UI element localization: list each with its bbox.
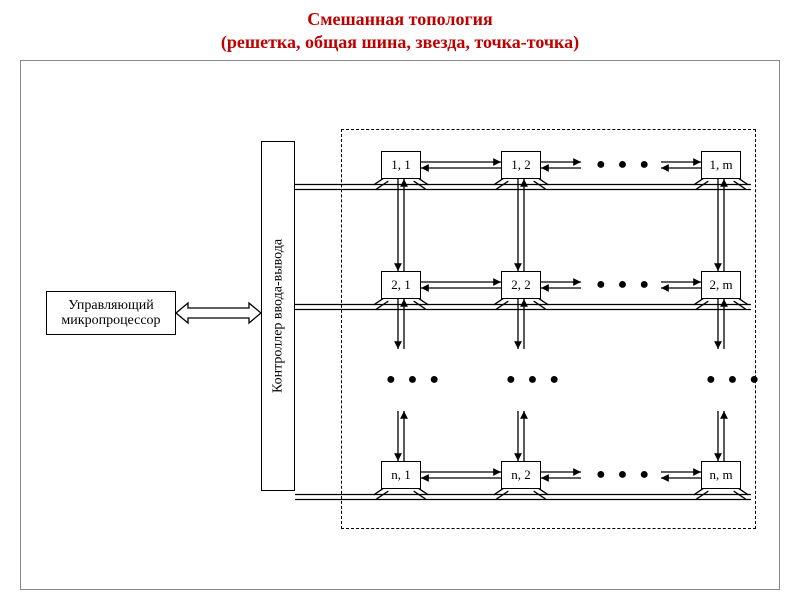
node-2-1: 2, 1 — [381, 271, 421, 299]
cpu-label: Управляющий микропроцессор — [61, 298, 160, 329]
node-2-m: 2, m — [701, 271, 741, 299]
io-label: Контроллер ввода-вывода — [270, 239, 285, 393]
node-label: 2, m — [709, 278, 732, 292]
node-n-2: n, 2 — [501, 461, 541, 489]
dots-row1: ● ● ● — [596, 156, 653, 174]
outer-frame: Управляющий микропроцессор Контроллер вв… — [20, 60, 780, 590]
node-label: n, 1 — [391, 468, 411, 482]
dots-col2: ● ● ● — [506, 371, 563, 389]
node-label: 2, 2 — [511, 278, 531, 292]
node-label: n, 2 — [511, 468, 531, 482]
title-line2: (решетка, общая шина, звезда, точка-точк… — [221, 32, 579, 52]
node-1-1: 1, 1 — [381, 151, 421, 179]
node-1-2: 1, 2 — [501, 151, 541, 179]
title-line1: Смешанная топология — [307, 9, 493, 29]
page-title: Смешанная топология (решетка, общая шина… — [0, 0, 800, 53]
node-label: 1, 1 — [391, 158, 411, 172]
node-label: 1, m — [709, 158, 732, 172]
node-label: 2, 1 — [391, 278, 411, 292]
node-n-1: n, 1 — [381, 461, 421, 489]
node-label: n, m — [709, 468, 732, 482]
node-1-m: 1, m — [701, 151, 741, 179]
io-controller-box: Контроллер ввода-вывода — [261, 141, 295, 491]
dots-col3: ● ● ● — [706, 371, 763, 389]
node-n-m: n, m — [701, 461, 741, 489]
node-2-2: 2, 2 — [501, 271, 541, 299]
cpu-box: Управляющий микропроцессор — [46, 291, 176, 335]
dots-col1: ● ● ● — [386, 371, 443, 389]
node-label: 1, 2 — [511, 158, 531, 172]
diagram: Управляющий микропроцессор Контроллер вв… — [21, 61, 779, 589]
dots-row2: ● ● ● — [596, 276, 653, 294]
dots-row3: ● ● ● — [596, 466, 653, 484]
